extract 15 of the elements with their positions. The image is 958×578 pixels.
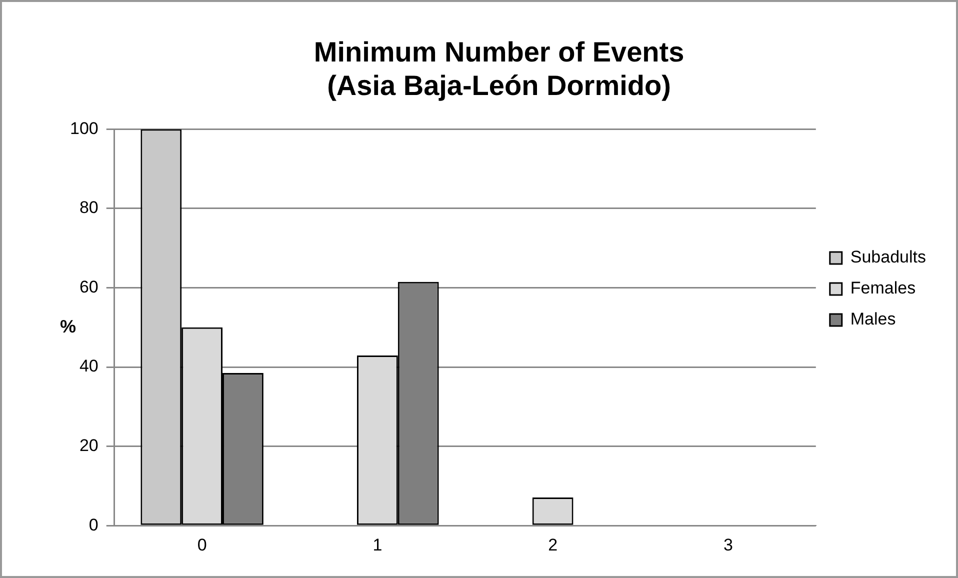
x-tick-label: 1 [372,535,382,554]
y-tick-label: 100 [70,118,98,138]
x-tick-label: 2 [548,535,558,554]
x-tick-label: 0 [197,535,207,554]
y-axis-title: % [60,316,76,336]
y-tick-label: 80 [79,198,98,218]
x-tick-label: 3 [723,535,733,554]
y-tick-label: 20 [79,436,98,456]
legend-label: Subadults [850,248,926,267]
chart-title: Minimum Number of Events (Asia Baja-León Dormido) [314,36,684,102]
y-tick-label: 40 [79,356,98,376]
y-tick-label: 60 [79,277,98,296]
legend-label: Males [850,310,896,329]
legend-label: Females [850,278,916,298]
y-tick-label: 0 [88,515,98,534]
